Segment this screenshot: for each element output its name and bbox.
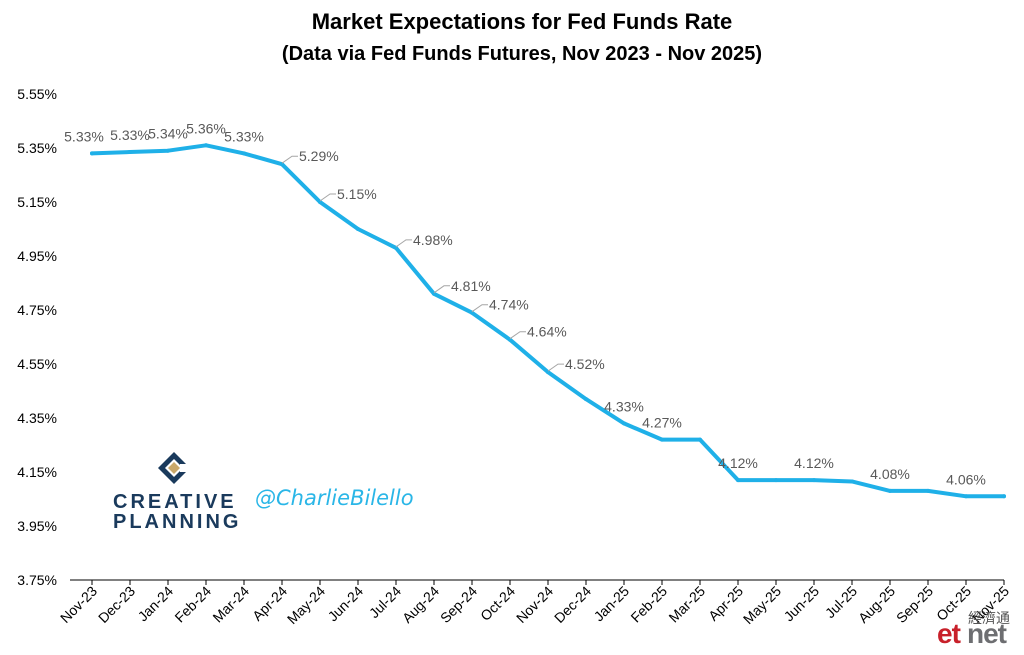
data-label-leader <box>547 363 564 372</box>
data-point <box>394 245 398 250</box>
data-label-leader <box>281 155 298 164</box>
data-point <box>698 437 702 442</box>
data-point <box>166 148 170 153</box>
x-tick-label: Apr-24 <box>249 583 290 624</box>
data-label: 5.29% <box>299 148 339 164</box>
data-label: 4.74% <box>489 297 529 313</box>
data-point <box>622 421 626 426</box>
data-label: 4.12% <box>718 455 758 471</box>
data-point <box>850 479 854 484</box>
data-label: 4.52% <box>565 356 605 372</box>
creative-planning-logo-icon <box>158 452 192 484</box>
x-tick-label: Aug-25 <box>855 583 898 626</box>
y-tick-label: 3.75% <box>17 572 57 588</box>
x-tick-label: Jan-25 <box>591 583 633 625</box>
logo-text-planning: PLANNING <box>113 511 242 533</box>
data-label: 4.27% <box>642 415 682 431</box>
data-point <box>318 200 322 204</box>
x-tick-label: Dec-24 <box>551 583 594 626</box>
data-point <box>888 488 892 493</box>
x-tick-label: Mar-25 <box>665 583 708 626</box>
data-label: 4.64% <box>527 324 567 340</box>
x-tick-label: Sep-25 <box>893 583 936 626</box>
x-tick-label: Jun-24 <box>325 583 367 625</box>
x-tick-label: Jan-24 <box>135 583 177 625</box>
data-point <box>90 151 94 156</box>
logo-text-creative: CREATIVE <box>113 491 237 513</box>
data-point <box>774 478 778 483</box>
twitter-handle: @CharlieBilello <box>255 486 414 510</box>
chart-axes: 3.75% 3.95% 4.15% 4.35% 4.55% 4.75% 4.95% 5.15%… <box>17 86 1012 627</box>
y-tick-label: 4.15% <box>17 464 57 480</box>
data-label-leader <box>433 285 450 294</box>
data-label: 4.81% <box>451 278 491 294</box>
data-label: 4.06% <box>946 471 986 487</box>
x-tick-label: Sep-24 <box>437 583 480 626</box>
data-label-leader <box>319 193 336 202</box>
x-tick-label: Mar-24 <box>209 583 252 626</box>
data-point <box>964 494 968 499</box>
watermark-et-logo: et <box>937 618 961 649</box>
data-label-leader <box>471 304 488 313</box>
data-point <box>584 397 588 402</box>
data-point <box>508 337 512 342</box>
y-tick-label: 5.35% <box>17 140 57 156</box>
data-labels-layer: 5.33% 5.33%5.34%5.36%5.33%5.29%5.15%4.98%… <box>64 120 1006 499</box>
x-tick-label: Apr-25 <box>705 583 746 624</box>
data-label: 4.08% <box>870 466 910 482</box>
data-point <box>736 478 740 483</box>
x-tick-label: Feb-25 <box>627 583 670 626</box>
y-tick-label: 4.95% <box>17 248 57 264</box>
y-tick-label: 5.15% <box>17 194 57 210</box>
data-label: 5.33% <box>224 128 264 144</box>
data-point <box>1002 494 1006 499</box>
data-label: 5.36% <box>186 120 226 136</box>
y-tick-label: 4.55% <box>17 356 57 372</box>
data-label: 4.12% <box>794 455 834 471</box>
y-tick-label: 4.35% <box>17 410 57 426</box>
x-tick-label: Dec-23 <box>95 583 138 626</box>
data-label-leader <box>395 239 412 248</box>
series-line-layer <box>90 143 1006 499</box>
data-label: 4.98% <box>413 232 453 248</box>
data-label: 5.33% <box>64 128 104 144</box>
x-tick-label: Oct-24 <box>477 583 518 624</box>
watermark-net-logo: net <box>967 618 1007 649</box>
data-label: 5.15% <box>337 186 377 202</box>
x-tick-label: Nov-23 <box>57 583 100 626</box>
data-point <box>242 151 246 156</box>
x-tick-label: Nov-24 <box>513 583 556 626</box>
x-tick-label: Jun-25 <box>781 583 823 625</box>
x-tick-label: Feb-24 <box>171 583 214 626</box>
data-label: 5.34% <box>148 126 188 142</box>
x-tick-label: Aug-24 <box>399 583 442 626</box>
data-point <box>926 488 930 493</box>
data-label: 4.33% <box>604 398 644 414</box>
data-label-leader <box>509 331 526 340</box>
x-tick-label: May-24 <box>284 583 328 627</box>
series-line <box>90 143 1006 499</box>
chart-title: Market Expectations for Fed Funds Rate <box>311 9 733 34</box>
chart-subtitle: (Data via Fed Funds Futures, Nov 2023 - … <box>281 43 763 65</box>
data-point <box>470 310 474 315</box>
data-point <box>280 162 284 167</box>
data-point <box>432 291 436 296</box>
data-point <box>204 143 208 148</box>
data-point <box>812 478 816 483</box>
data-point <box>660 437 664 442</box>
y-tick-label: 4.75% <box>17 302 57 318</box>
data-label: 5.33% <box>110 127 150 143</box>
data-point <box>356 227 360 231</box>
x-tick-label: May-25 <box>740 583 784 627</box>
data-point <box>546 370 550 375</box>
y-tick-label: 3.95% <box>17 518 57 534</box>
y-tick-label: 5.55% <box>17 86 57 102</box>
data-point <box>128 150 132 155</box>
watermark-chinese-text: 經濟通 <box>968 611 1010 627</box>
